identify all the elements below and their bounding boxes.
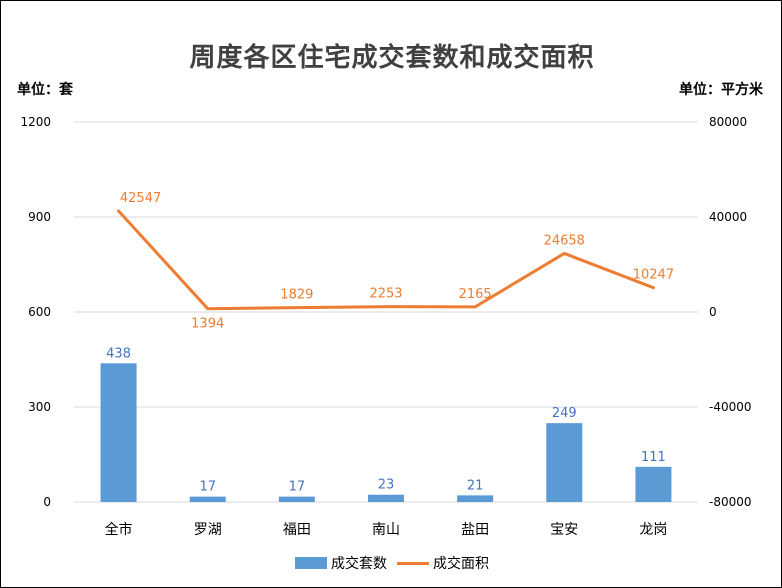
bar-data-label: 17 — [289, 480, 306, 495]
left-axis-tick-label: 0 — [43, 495, 51, 509]
legend-item-bar: 成交套数 — [295, 553, 387, 573]
category-label: 宝安 — [550, 522, 578, 538]
line-series — [117, 209, 655, 311]
right-axis-unit-label: 单位：平方米 — [679, 82, 763, 98]
category-label: 龙岗 — [639, 522, 667, 538]
chart-title: 周度各区住宅成交套数和成交面积 — [189, 43, 595, 73]
chart-legend: 成交套数 成交面积 — [1, 553, 781, 573]
bar — [189, 496, 226, 502]
category-label: 盐田 — [461, 522, 489, 538]
category-label: 罗湖 — [194, 522, 222, 538]
bar — [457, 495, 494, 502]
right-axis-tick-label: 80000 — [709, 115, 747, 129]
legend-line-swatch — [397, 561, 429, 565]
line-data-label: 2165 — [459, 287, 492, 302]
bar — [635, 466, 672, 502]
right-axis-tick-label: -40000 — [709, 400, 752, 414]
category-label: 福田 — [283, 522, 311, 538]
line-data-label: 2253 — [369, 287, 402, 302]
line-data-label: 24658 — [544, 233, 585, 248]
legend-bar-label: 成交套数 — [331, 556, 387, 572]
bar — [100, 363, 137, 502]
bar — [546, 423, 583, 502]
line-data-label: 10247 — [633, 268, 674, 283]
left-axis-unit-label: 单位：套 — [17, 82, 73, 98]
left-axis-tick-label: 900 — [28, 210, 51, 224]
bar-data-label: 23 — [378, 478, 395, 493]
bar-data-label: 438 — [106, 346, 131, 361]
bar-data-label: 21 — [467, 478, 484, 493]
bar-data-label: 249 — [552, 406, 577, 421]
line-data-label: 42547 — [120, 191, 161, 206]
left-axis-tick-label: 1200 — [20, 115, 51, 129]
bar — [278, 496, 315, 502]
bar — [368, 494, 404, 502]
legend-item-line: 成交面积 — [397, 553, 489, 573]
line-data-label: 1829 — [280, 288, 313, 303]
category-label: 南山 — [372, 522, 400, 538]
right-axis-tick-label: 40000 — [709, 210, 747, 224]
left-axis-tick-label: 300 — [28, 400, 51, 414]
right-axis-tick-label: -80000 — [709, 495, 752, 509]
bar-data-label: 17 — [199, 480, 216, 495]
legend-bar-swatch — [295, 557, 327, 569]
bar-data-label: 111 — [641, 450, 666, 465]
left-axis-tick-label: 600 — [28, 305, 51, 319]
line-data-label: 1394 — [191, 317, 224, 332]
right-axis-tick-label: 0 — [709, 305, 717, 319]
category-label: 全市 — [105, 521, 133, 538]
legend-line-label: 成交面积 — [433, 556, 489, 572]
